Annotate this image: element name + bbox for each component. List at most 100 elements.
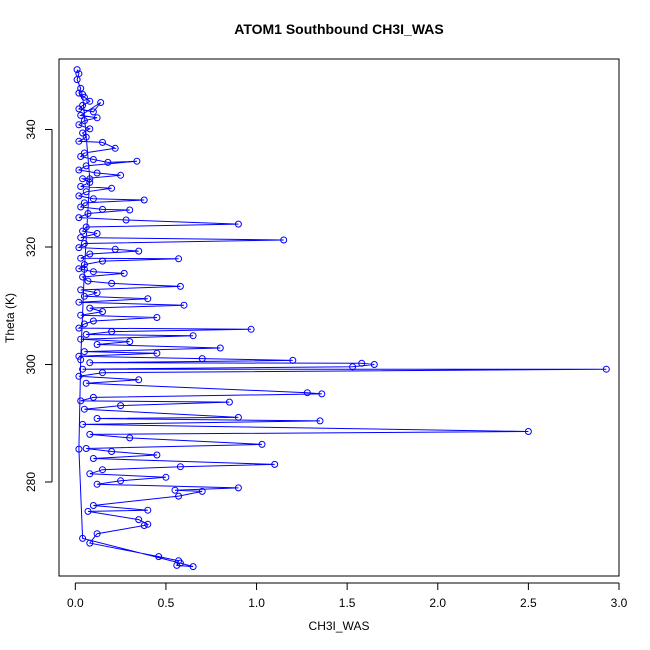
data-point — [144, 506, 152, 514]
data-point — [75, 372, 83, 380]
x-tick-label: 2.0 — [429, 596, 446, 610]
data-point — [117, 402, 125, 410]
data-point — [77, 311, 85, 319]
data-point — [175, 492, 183, 500]
data-point — [89, 393, 97, 401]
data-point — [173, 561, 181, 569]
data-point — [97, 99, 105, 106]
data-point — [117, 171, 125, 179]
data-point — [258, 440, 266, 448]
data-point — [93, 289, 101, 297]
data-point — [120, 269, 128, 277]
chart-title: ATOM1 Southbound CH3I_WAS — [234, 21, 443, 37]
data-point — [77, 254, 85, 262]
data-point — [79, 420, 87, 428]
data-point — [122, 216, 130, 224]
data-point — [77, 356, 85, 364]
data-point — [84, 210, 92, 217]
y-tick-label: 320 — [24, 237, 38, 257]
data-point — [126, 206, 134, 214]
data-point — [86, 97, 94, 105]
data-point — [82, 162, 90, 170]
data-point — [79, 534, 87, 542]
data-point — [89, 455, 97, 462]
data-point — [75, 445, 83, 453]
data-point — [82, 223, 90, 231]
y-axis-label: Theta (K) — [3, 293, 17, 343]
data-point — [349, 363, 357, 371]
data-point — [216, 344, 224, 352]
data-point — [144, 520, 152, 528]
series-layer — [73, 66, 610, 571]
data-point — [117, 477, 125, 485]
data-point — [75, 324, 83, 332]
data-point — [358, 359, 366, 367]
data-point — [99, 308, 106, 316]
data-point — [135, 247, 143, 255]
data-point — [289, 356, 297, 364]
data-point — [80, 320, 88, 328]
x-axis: 0.0 0.5 1.0 1.5 2.0 2.5 3.0 — [67, 582, 628, 610]
data-point — [602, 365, 610, 373]
data-point — [135, 376, 143, 384]
data-point — [93, 530, 101, 538]
y-tick-label: 300 — [24, 354, 38, 374]
data-point — [171, 486, 179, 494]
data-point — [108, 328, 116, 336]
data-point — [86, 539, 94, 547]
data-point — [93, 480, 101, 488]
data-point — [234, 220, 242, 228]
data-point — [89, 502, 97, 509]
data-point — [108, 279, 116, 287]
data-point — [77, 203, 85, 211]
data-point — [73, 66, 81, 74]
data-point — [79, 90, 87, 98]
data-point — [198, 355, 206, 363]
data-point — [144, 295, 152, 303]
data-point — [370, 361, 378, 368]
data-point — [155, 553, 163, 561]
data-point — [73, 76, 81, 84]
data-point — [89, 156, 97, 163]
x-tick-label: 3.0 — [611, 596, 628, 610]
data-point — [80, 405, 88, 413]
data-point — [80, 265, 88, 273]
x-tick-label: 1.5 — [339, 596, 356, 610]
data-point — [93, 169, 101, 177]
data-point — [271, 460, 279, 468]
data-point — [77, 111, 85, 119]
data-point — [176, 559, 184, 567]
x-tick-label: 0.5 — [158, 596, 175, 610]
data-point — [93, 415, 101, 422]
data-point — [82, 188, 90, 196]
data-point — [189, 563, 197, 571]
data-point — [84, 277, 92, 285]
data-point — [75, 105, 83, 113]
data-point — [99, 466, 106, 474]
data-point — [86, 250, 94, 258]
data-point — [77, 183, 85, 190]
data-point — [82, 379, 90, 387]
data-point — [86, 470, 94, 478]
data-point — [108, 184, 116, 192]
data-point — [111, 144, 119, 152]
data-point — [79, 129, 87, 137]
data-point — [86, 430, 94, 438]
data-point — [80, 149, 88, 157]
data-point — [80, 261, 88, 269]
data-point — [75, 192, 83, 200]
x-tick-label: 2.5 — [520, 596, 537, 610]
data-point — [77, 335, 85, 343]
data-point — [153, 314, 161, 321]
data-point — [318, 390, 326, 398]
data-point — [89, 317, 97, 325]
data-point — [80, 199, 88, 207]
data-point — [99, 205, 106, 213]
data-point — [126, 338, 134, 346]
data-point — [75, 89, 83, 97]
data-point — [89, 108, 97, 116]
data-point — [79, 175, 87, 183]
data-point — [77, 286, 85, 294]
y-tick-label: 340 — [24, 119, 38, 139]
